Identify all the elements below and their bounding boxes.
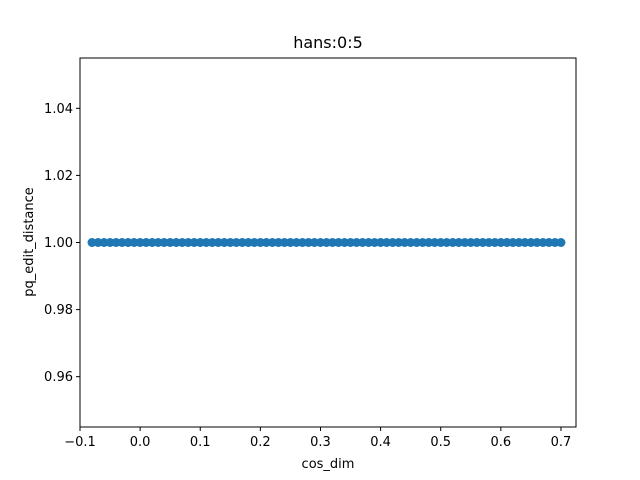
y-tick-label: 1.04 [44,102,73,117]
y-tick-label: 1.00 [44,236,73,251]
x-tick-label: 0.1 [190,435,211,450]
x-tick-label: 0.5 [430,435,451,450]
y-tick-label: 0.96 [44,370,73,385]
data-points [87,238,566,247]
x-tick-label: 0.2 [250,435,271,450]
x-tick-label: 0.3 [310,435,331,450]
scatter-point [556,238,566,247]
chart-title: hans:0:5 [293,33,363,52]
x-tick-label: 0.0 [130,435,151,450]
y-axis-label: pq_edit_distance [22,187,37,297]
x-tick-label: −0.1 [64,435,96,450]
x-tick-label: 0.6 [491,435,512,450]
x-axis-ticks: −0.1 0.0 0.1 0.2 0.3 0.4 0.5 0.6 0.7 [64,427,571,450]
y-tick-label: 0.98 [44,303,73,318]
y-tick-label: 1.02 [44,169,73,184]
x-tick-label: 0.4 [370,435,391,450]
x-axis-label: cos_dim [302,457,355,472]
y-axis-ticks: 0.96 0.98 1.00 1.02 1.04 [44,102,80,385]
x-tick-label: 0.7 [551,435,572,450]
